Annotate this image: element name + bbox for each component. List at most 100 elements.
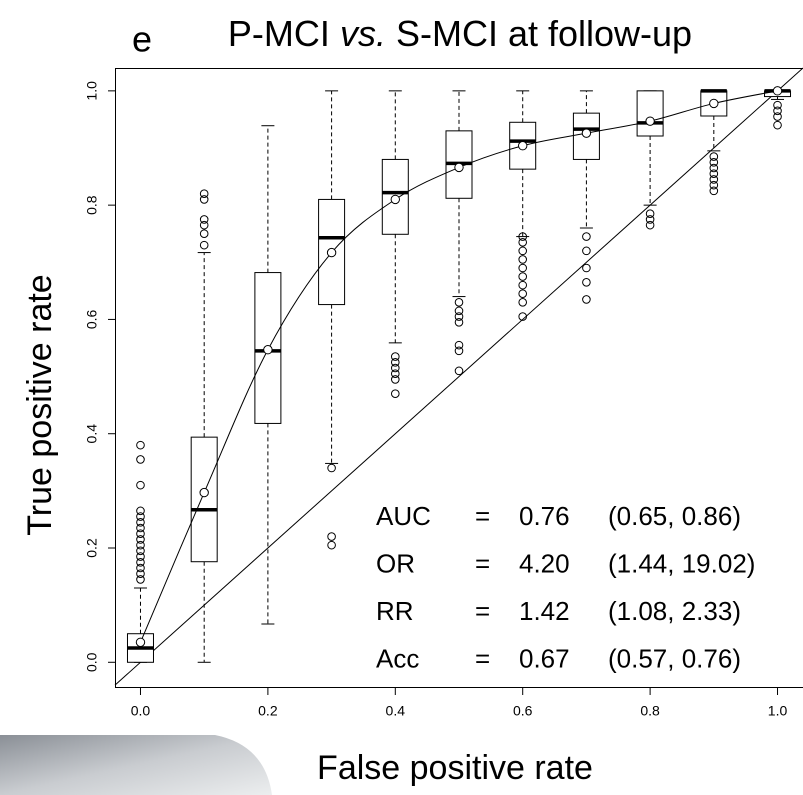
outlier — [454, 306, 464, 316]
outlier — [709, 163, 719, 173]
outlier — [136, 575, 145, 584]
outlier — [136, 440, 145, 450]
outlier — [136, 563, 145, 573]
stat-ci: (1.08, 2.33) — [608, 596, 741, 626]
stat-ci: (0.57, 0.76) — [608, 643, 741, 673]
outlier — [773, 100, 782, 110]
title-part: vs. — [340, 13, 386, 54]
outlier — [136, 552, 145, 561]
outlier — [390, 389, 400, 399]
outlier — [518, 272, 528, 281]
outlier — [518, 297, 528, 307]
mean-point — [199, 487, 209, 498]
stat-label: OR — [376, 548, 415, 578]
stat-equals: = — [475, 548, 490, 578]
outlier — [709, 175, 719, 184]
stat-equals: = — [475, 596, 490, 626]
outlier — [136, 517, 145, 527]
mean-point — [263, 345, 273, 355]
outlier — [518, 237, 528, 247]
outlier — [454, 312, 464, 321]
y-axis-label: True positive rate — [21, 274, 59, 535]
box — [318, 198, 346, 306]
outlier — [327, 532, 336, 541]
x-tick-label: 1.0 — [768, 703, 788, 719]
stat-label: AUC — [376, 501, 431, 531]
outlier — [390, 369, 400, 379]
outlier — [582, 246, 591, 256]
outlier — [773, 112, 782, 121]
outlier — [518, 263, 528, 273]
outlier — [709, 186, 719, 196]
mean-point — [709, 98, 719, 109]
stat-ci: (0.65, 0.86) — [608, 501, 741, 531]
x-tick-label: 0.4 — [386, 703, 406, 719]
corner-text: e — [132, 19, 152, 60]
mean-point — [454, 162, 464, 173]
stat-ci: (1.44, 19.02) — [608, 548, 755, 578]
outlier — [199, 189, 209, 199]
outlier — [199, 215, 209, 224]
mean-curve — [140, 90, 778, 643]
outlier — [136, 523, 145, 533]
stat-value: 0.76 — [519, 501, 570, 531]
stat-label: RR — [376, 596, 414, 626]
outlier — [709, 157, 719, 167]
outlier — [199, 220, 209, 230]
outlier — [136, 540, 145, 550]
y-tick-label: 0.6 — [84, 309, 100, 329]
outlier — [518, 255, 528, 264]
y-tick-label: 1.0 — [84, 81, 100, 101]
outlier — [582, 295, 591, 304]
y-tick-label: 0.4 — [84, 424, 100, 444]
y-tick-label: 0.2 — [84, 538, 100, 558]
x-tick-label: 0.2 — [258, 703, 278, 719]
title-part: P-MCI — [228, 13, 330, 54]
stat-equals: = — [475, 643, 490, 673]
outlier — [582, 232, 591, 241]
mean-point — [772, 86, 783, 96]
outlier — [390, 375, 400, 384]
outlier — [773, 120, 782, 130]
x-tick-label: 0.6 — [513, 703, 533, 719]
outlier — [199, 240, 209, 250]
box — [190, 436, 218, 563]
outlier — [199, 229, 209, 239]
mean-point — [518, 141, 528, 151]
mean-point — [135, 637, 146, 647]
mean-point — [581, 128, 592, 138]
background-photo — [0, 735, 272, 795]
chart-title: P-MCI vs. S-MCI at follow-up — [228, 13, 692, 54]
stat-value: 4.20 — [519, 548, 570, 578]
outlier — [709, 180, 719, 190]
diagonal-line — [114, 67, 803, 686]
outlier — [454, 297, 464, 307]
outlier — [136, 455, 145, 464]
outlier — [327, 540, 336, 550]
mean-point — [326, 247, 337, 258]
outlier — [199, 195, 209, 204]
outlier — [773, 106, 782, 116]
outlier — [136, 506, 145, 516]
mean-point — [645, 116, 655, 126]
title-part: S-MCI at follow-up — [396, 13, 692, 54]
outlier — [582, 277, 591, 287]
stat-value: 1.42 — [519, 596, 570, 626]
outlier — [136, 569, 145, 579]
outlier — [709, 169, 719, 179]
outlier — [136, 480, 145, 490]
outlier — [709, 152, 719, 161]
outlier — [136, 535, 145, 544]
outlier — [390, 357, 400, 367]
outlier — [582, 263, 591, 273]
x-tick-label: 0.0 — [131, 703, 151, 719]
plot-frame — [115, 68, 803, 688]
mean-point — [390, 194, 400, 205]
outlier — [136, 557, 145, 567]
outlier — [645, 220, 655, 230]
outlier — [390, 363, 400, 373]
outlier — [136, 546, 145, 556]
box — [636, 90, 664, 137]
outlier — [136, 529, 145, 539]
